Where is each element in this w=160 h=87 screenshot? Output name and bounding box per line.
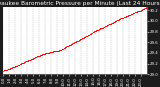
Title: Milwaukee Barometric Pressure per Minute (Last 24 Hours): Milwaukee Barometric Pressure per Minute… [0,1,160,6]
